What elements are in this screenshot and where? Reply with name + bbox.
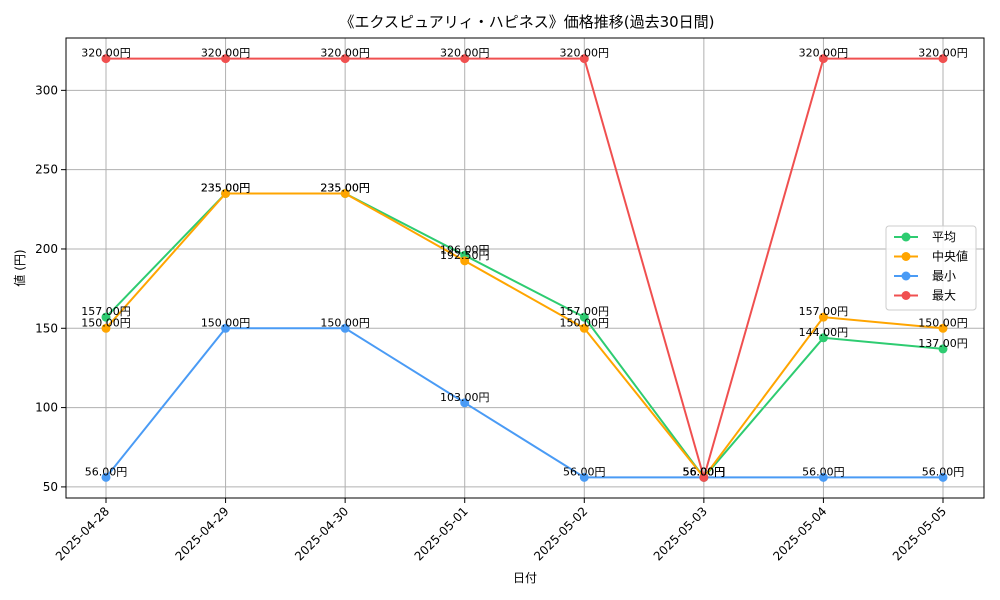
- data-label: 196.00円: [440, 243, 490, 256]
- data-label: 157.00円: [799, 305, 849, 318]
- y-tick-label: 150: [35, 321, 58, 335]
- series-layer: [101, 54, 948, 482]
- data-label: 56.00円: [922, 465, 965, 478]
- series-line: [105, 192, 944, 480]
- data-label: 137.00円: [918, 337, 968, 350]
- data-label: 56.00円: [802, 465, 845, 478]
- data-point: [221, 323, 231, 333]
- x-tick-label: 2025-05-01: [412, 504, 471, 563]
- data-label: 192.50円: [440, 249, 490, 262]
- data-label: 320.00円: [201, 47, 251, 60]
- data-label: 157.00円: [560, 305, 610, 318]
- data-point: [699, 472, 709, 482]
- y-tick-label: 200: [35, 242, 58, 256]
- data-label: 235.00円: [320, 181, 370, 194]
- data-point: [101, 323, 111, 333]
- data-label: 56.00円: [683, 465, 726, 478]
- data-point: [818, 472, 828, 482]
- axis-layer: 50 100 150 200 250 300 2025-04-28 2025-04-29 202…: [35, 37, 985, 563]
- series-line: [106, 57, 943, 482]
- data-label: 103.00円: [440, 391, 490, 404]
- x-tick-label: 2025-05-02: [531, 504, 590, 563]
- data-point: [460, 398, 470, 408]
- data-point: [101, 472, 111, 482]
- grid-layer: [66, 38, 984, 498]
- data-point: [221, 188, 231, 198]
- data-point: [460, 54, 470, 64]
- data-label: 150.00円: [201, 316, 251, 329]
- data-label: 56.00円: [683, 465, 726, 478]
- legend-label: 中央値: [932, 249, 968, 264]
- data-point: [938, 472, 948, 482]
- x-tick-label: 2025-05-05: [890, 504, 949, 563]
- data-point: [938, 54, 948, 64]
- data-label: 320.00円: [799, 47, 849, 60]
- legend-label: 平均: [932, 230, 956, 244]
- data-point: [579, 312, 589, 322]
- data-point: [818, 333, 828, 343]
- x-axis-label: 日付: [513, 571, 537, 585]
- y-axis-label: 値 (円): [12, 249, 27, 286]
- legend-label: 最大: [932, 289, 956, 303]
- data-point: [818, 54, 828, 64]
- data-label: 320.00円: [81, 47, 131, 60]
- legend-marker: [901, 271, 911, 281]
- data-point: [818, 312, 828, 322]
- y-tick-label: 250: [35, 163, 58, 177]
- data-point: [579, 54, 589, 64]
- data-label: 235.00円: [320, 181, 370, 194]
- y-tick-label: 100: [35, 401, 58, 415]
- legend-marker: [901, 252, 911, 261]
- data-point: [938, 323, 948, 333]
- data-label: 150.00円: [560, 316, 610, 329]
- x-tick-label: 2025-04-28: [53, 504, 112, 563]
- data-label: 235.00円: [201, 181, 251, 194]
- data-label: 320.00円: [560, 47, 610, 60]
- data-point: [340, 188, 350, 198]
- legend-label: 最小: [932, 269, 956, 283]
- data-point: [579, 323, 589, 333]
- data-label: 320.00円: [918, 47, 968, 60]
- data-label: 144.00円: [799, 326, 849, 339]
- y-tick-label: 300: [35, 83, 58, 97]
- data-label: 157.00円: [81, 305, 131, 318]
- x-tick-label: 2025-04-30: [292, 504, 351, 563]
- data-label: 56.00円: [683, 465, 726, 478]
- data-label: 150.00円: [918, 316, 968, 329]
- data-point: [221, 54, 231, 64]
- legend-marker: [901, 232, 911, 242]
- data-point: [460, 256, 470, 266]
- x-tick-label: 2025-04-29: [172, 504, 231, 563]
- data-label-layer: 157.00円 235.00円 235.00円 196.00円 157.00円 56.00…: [81, 47, 968, 479]
- data-point: [340, 323, 350, 333]
- plot-frame: [65, 37, 985, 499]
- data-label: 150.00円: [81, 316, 131, 329]
- data-label: 56.00円: [563, 465, 606, 478]
- legend-box: [885, 225, 977, 311]
- data-label: 150.00円: [320, 316, 370, 329]
- data-label: 235.00円: [201, 181, 251, 194]
- data-point: [579, 472, 589, 482]
- chart-title: 《エクスピュアリィ・ハピネス》価格推移(過去30日間): [339, 13, 714, 31]
- data-label: 56.00円: [683, 465, 726, 478]
- y-tick-label: 50: [43, 480, 58, 494]
- legend-marker: [901, 291, 911, 300]
- data-point: [340, 54, 350, 64]
- data-point: [101, 54, 111, 64]
- x-tick-label: 2025-05-04: [770, 504, 829, 563]
- data-label: 56.00円: [85, 465, 128, 478]
- x-tick-label: 2025-05-03: [651, 504, 710, 563]
- data-point: [938, 344, 948, 354]
- series-line: [105, 327, 943, 479]
- data-label: 320.00円: [440, 47, 490, 60]
- data-label: 320.00円: [320, 47, 370, 60]
- data-point: [101, 312, 111, 322]
